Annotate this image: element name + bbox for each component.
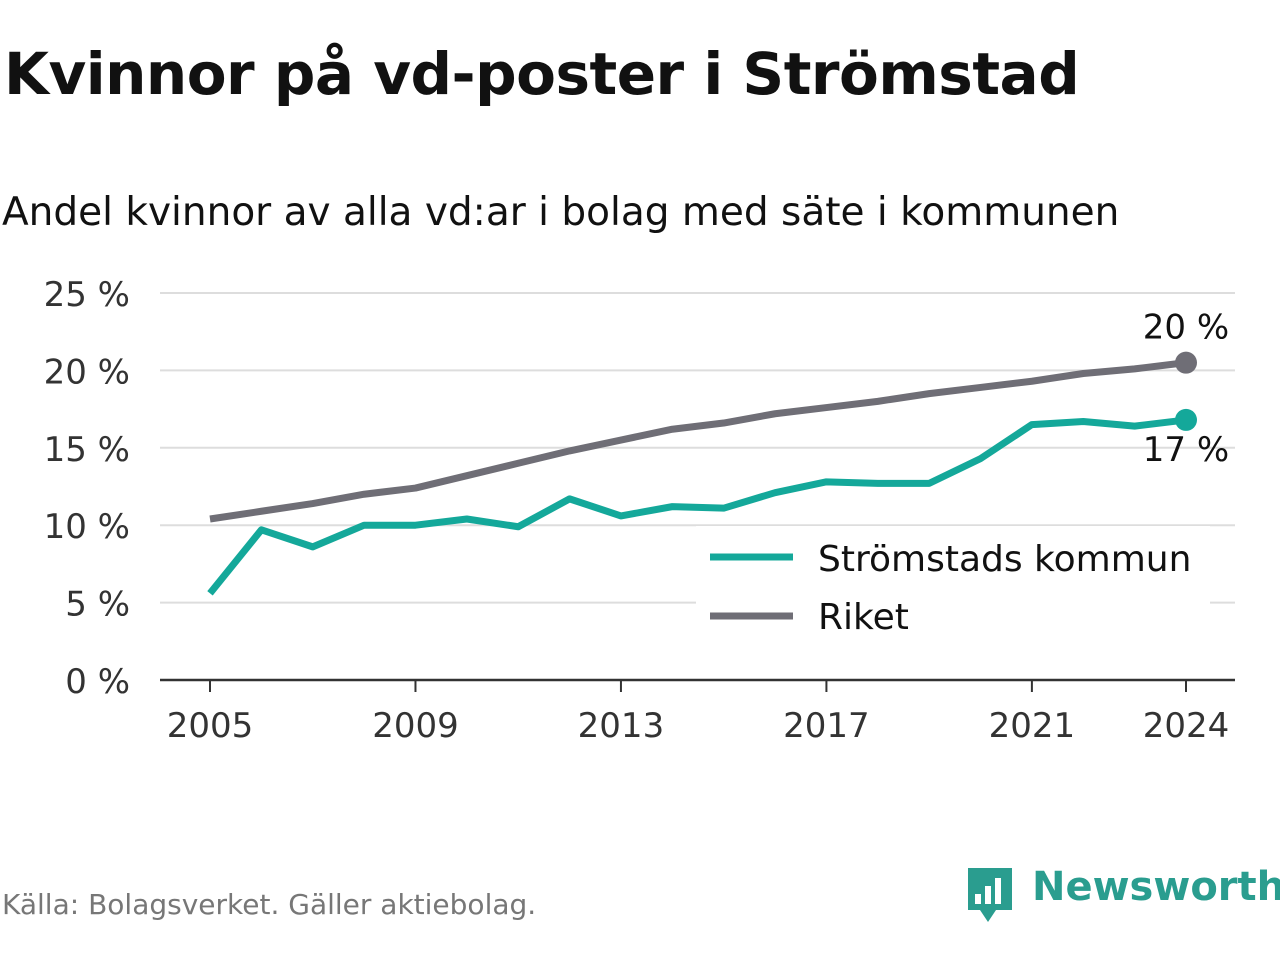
end-point-stromstad [1175,408,1197,431]
series-lines [207,351,1197,596]
chart-subtitle: Andel kvinnor av alla vd:ar i bolag med … [2,190,1120,235]
legend: Strömstads kommun Riket [696,526,1210,646]
series-line-stromstad [207,416,1187,596]
end-label-stromstad: 17 % [1143,430,1229,470]
end-point-riket [1175,351,1197,374]
series-line-riket [209,359,1187,523]
brand-name: Newsworthy [1032,864,1280,910]
line-chart: 0 % 5 % 10 % 15 % 20 % 25 % Strömstads kommun… [44,275,1235,746]
y-tick-label: 0 % [65,662,130,702]
x-axis: 2005 2009 2013 2017 2021 2024 [160,678,1235,746]
newsworthy-logo-icon [968,868,1012,922]
x-tick-label: 2005 [167,706,254,746]
chart-title: Kvinnor på vd-poster i Strömstad [4,40,1080,108]
y-tick-labels: 0 % 5 % 10 % 15 % 20 % 25 % [44,275,130,702]
x-tick-label: 2021 [989,706,1076,746]
y-tick-label: 15 % [44,430,130,470]
x-tick-label: 2017 [783,706,870,746]
x-tick-label: 2024 [1143,706,1230,746]
y-tick-label: 20 % [44,352,130,392]
legend-label-stromstad: Strömstads kommun [818,539,1191,580]
legend-background [696,526,1210,646]
end-label-riket: 20 % [1143,308,1229,348]
end-labels: 20 % 17 % [1143,308,1229,470]
source-note: Källa: Bolagsverket. Gäller aktiebolag. [2,888,537,921]
y-tick-label: 10 % [44,507,130,547]
legend-label-riket: Riket [818,597,909,638]
y-tick-label: 5 % [65,585,130,625]
x-tick-label: 2013 [578,706,665,746]
x-tick-label: 2009 [372,706,459,746]
y-tick-label: 25 % [44,275,130,315]
